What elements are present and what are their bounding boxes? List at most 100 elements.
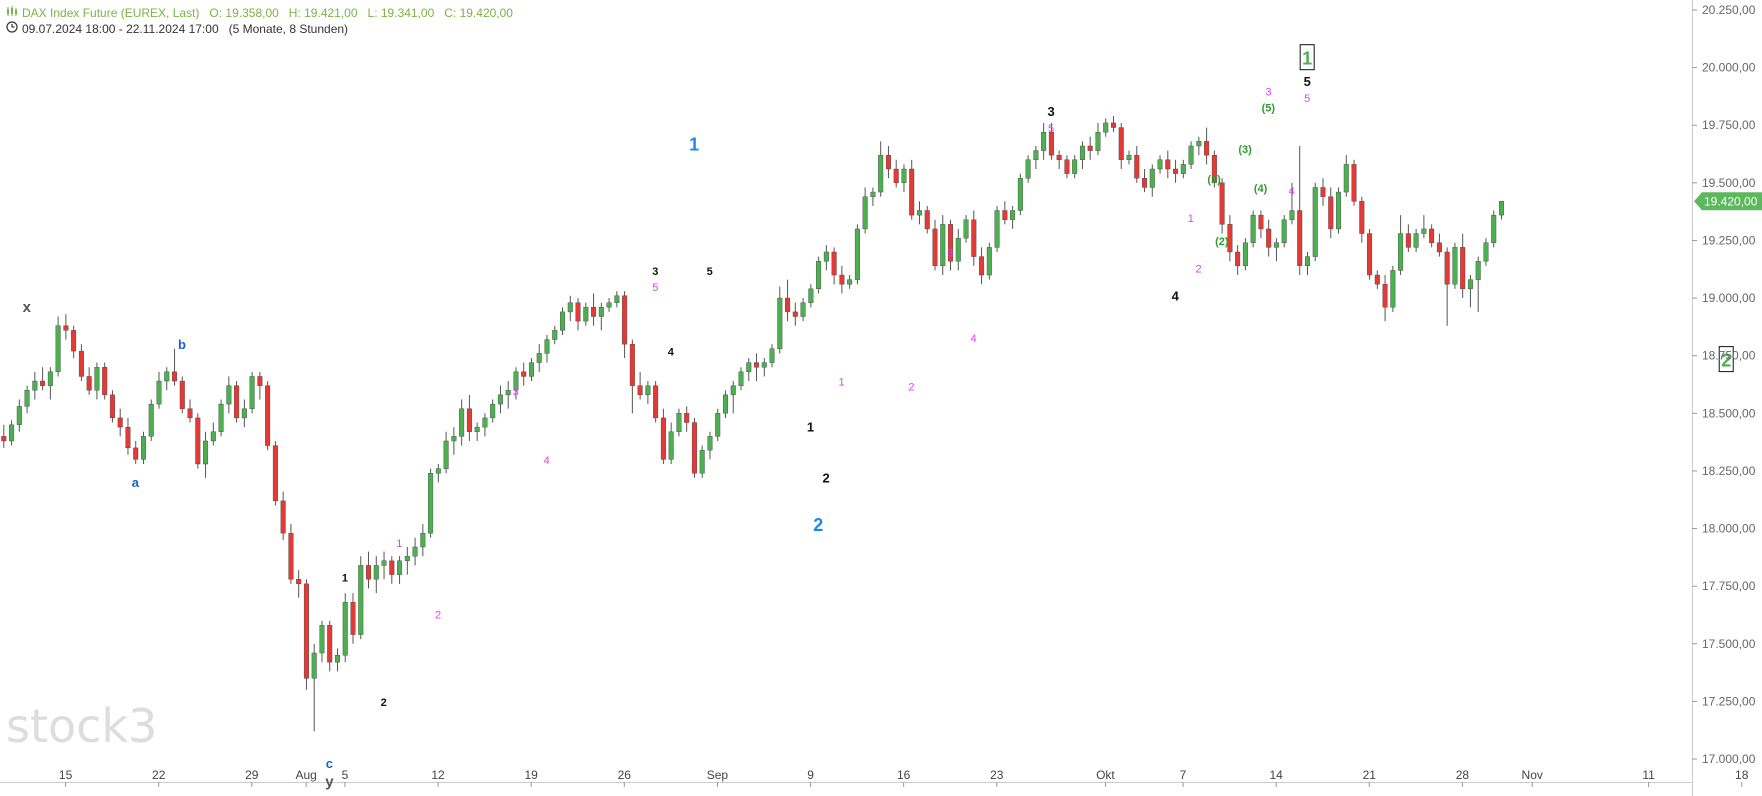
candle-body xyxy=(1064,159,1070,174)
candle xyxy=(754,353,760,382)
y-tick-label: 19.750,00 xyxy=(1702,118,1756,132)
candle xyxy=(397,556,403,584)
candle-body xyxy=(280,500,286,534)
candle xyxy=(24,385,30,414)
x-tick-label: Aug xyxy=(295,768,316,782)
wave-label: 4 xyxy=(1289,185,1295,197)
candle-body xyxy=(311,652,317,679)
candle xyxy=(296,570,302,598)
candle xyxy=(1235,245,1241,276)
candle-body xyxy=(203,440,209,465)
candle-body xyxy=(1467,279,1473,290)
candle-body xyxy=(1491,214,1497,243)
candle-body xyxy=(1180,164,1186,174)
candle-body xyxy=(1250,214,1256,243)
candle xyxy=(1017,173,1023,216)
candle xyxy=(536,344,542,372)
x-tick-label: 21 xyxy=(1363,768,1377,782)
boxed-wave-frame xyxy=(1299,44,1315,71)
candle-body xyxy=(932,228,938,267)
candle-body xyxy=(1273,242,1279,248)
y-tick-label: 18.250,00 xyxy=(1702,464,1756,478)
candle xyxy=(746,357,752,382)
candle-body xyxy=(1320,187,1326,197)
candle xyxy=(1359,196,1365,243)
candle-body xyxy=(660,417,666,460)
candle xyxy=(1041,122,1047,160)
y-tick-label: 19.500,00 xyxy=(1702,176,1756,190)
candle-body xyxy=(614,295,620,303)
candle xyxy=(203,431,209,478)
candle xyxy=(179,376,185,414)
wave-label: 5 xyxy=(707,266,713,278)
wave-label: y xyxy=(325,774,334,791)
wave-label: b xyxy=(178,337,186,352)
candle xyxy=(1452,242,1458,289)
candle-body xyxy=(769,348,775,363)
candle-body xyxy=(1079,145,1085,160)
candle xyxy=(435,464,441,483)
candle xyxy=(327,620,333,672)
candle-body xyxy=(187,408,193,419)
wave-label: (4) xyxy=(1254,183,1268,195)
candle xyxy=(722,390,728,418)
candle-body xyxy=(16,406,22,426)
watermark: stock3 xyxy=(6,699,157,753)
candle-body xyxy=(71,330,77,352)
candle-body xyxy=(684,413,690,423)
candle-body xyxy=(109,394,115,419)
candle xyxy=(1002,201,1008,225)
candle xyxy=(1367,228,1373,280)
candle xyxy=(1227,215,1233,262)
candle xyxy=(9,420,15,446)
candle-body xyxy=(785,297,791,313)
candle-body xyxy=(831,251,837,276)
candlestick-icon[interactable] xyxy=(6,5,18,21)
candle xyxy=(1087,136,1093,160)
x-tick-label: 23 xyxy=(990,768,1004,782)
x-axis[interactable]: 15 22 29 Aug 5 12 19 26 Sep 9 16 23 Okt 7 14 21 28 Nov 11 1… xyxy=(59,768,1749,787)
candle-body xyxy=(528,362,534,377)
candle-body xyxy=(746,362,752,373)
y-tick-label: 20.250,00 xyxy=(1702,3,1756,17)
candle xyxy=(854,224,860,285)
x-tick-label: 19 xyxy=(525,768,539,782)
candle xyxy=(443,431,449,474)
boxed-wave-text: 2 xyxy=(1721,351,1731,371)
candle xyxy=(164,367,170,391)
candle-body xyxy=(575,302,581,322)
candle-body xyxy=(1227,224,1233,253)
candle-body xyxy=(272,445,278,502)
wave-label: 1 xyxy=(342,573,348,585)
y-tick-label: 18.500,00 xyxy=(1702,406,1756,420)
candle-body xyxy=(179,380,185,409)
candle xyxy=(1460,233,1466,299)
candle xyxy=(156,371,162,409)
candle xyxy=(1165,150,1171,179)
candle-body xyxy=(428,473,434,534)
candle-body xyxy=(730,385,736,396)
candle xyxy=(1010,205,1016,229)
candle xyxy=(1056,150,1062,170)
candle xyxy=(319,620,325,663)
candle xyxy=(94,362,100,400)
candle xyxy=(1351,159,1357,206)
clock-icon[interactable] xyxy=(6,21,18,37)
candle-body xyxy=(265,385,271,446)
candle-body xyxy=(133,447,139,460)
candle-body xyxy=(366,565,372,580)
candle xyxy=(311,643,317,732)
candle-body xyxy=(738,371,744,386)
candle-body xyxy=(404,555,410,562)
candle xyxy=(1250,210,1256,248)
x-tick-label: 11 xyxy=(1642,768,1655,782)
candle xyxy=(288,523,294,584)
candle-body xyxy=(1289,210,1295,220)
wave-label: 4 xyxy=(970,333,976,345)
candle-body xyxy=(761,362,767,368)
y-axis[interactable]: 17.000,00 17.250,00 17.500,00 17.750,00 18.0… xyxy=(1692,3,1756,766)
candle-body xyxy=(591,307,597,317)
candle xyxy=(916,201,922,225)
